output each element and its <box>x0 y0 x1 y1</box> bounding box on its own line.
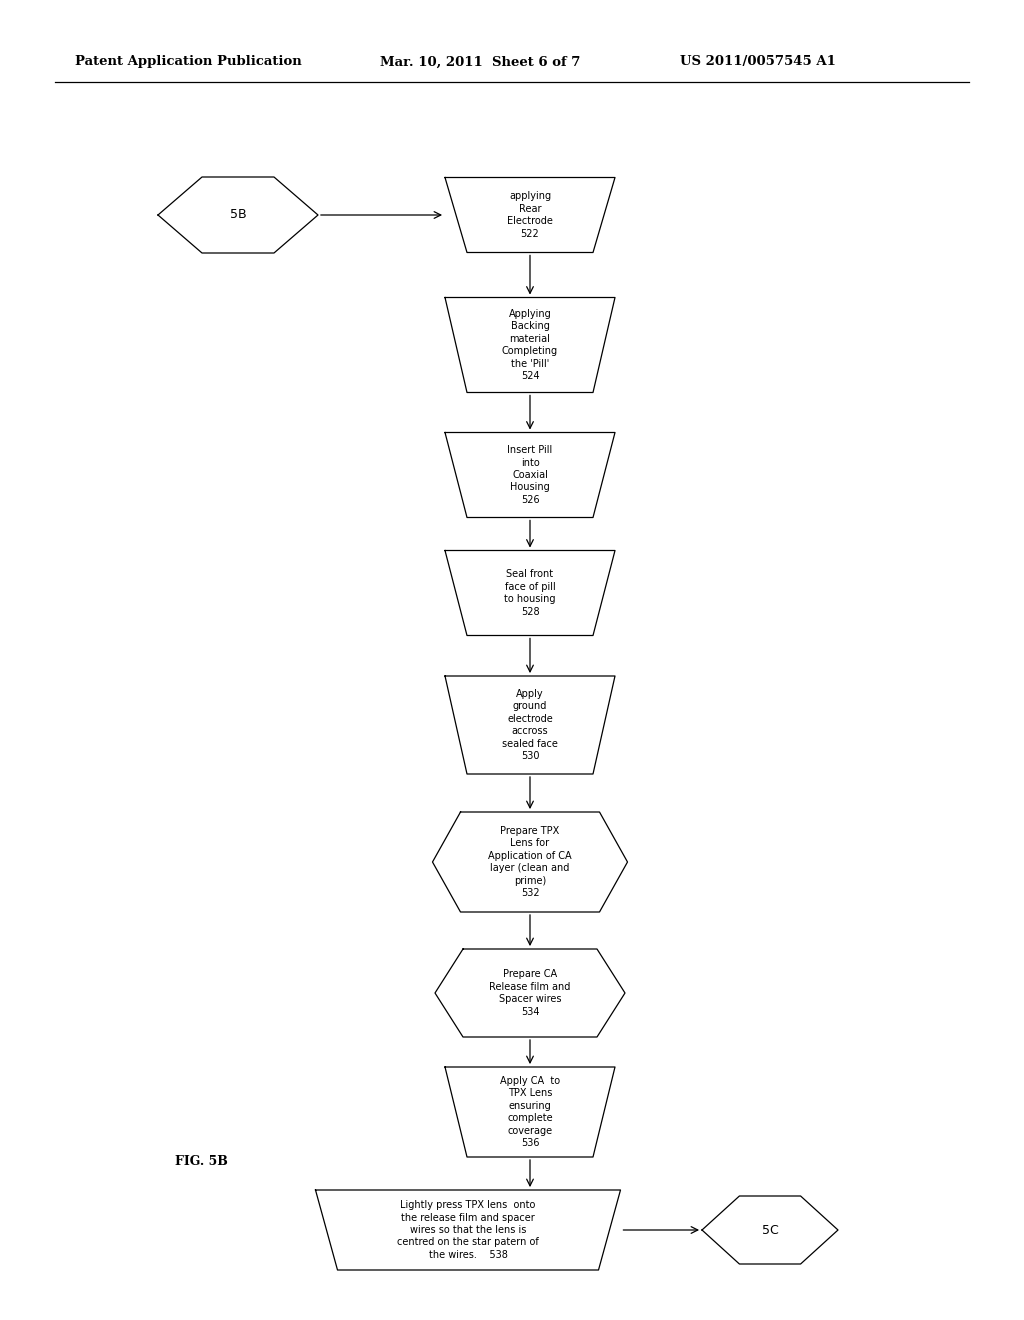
Text: 5B: 5B <box>229 209 247 222</box>
Text: Mar. 10, 2011  Sheet 6 of 7: Mar. 10, 2011 Sheet 6 of 7 <box>380 55 581 69</box>
Text: Lightly press TPX lens  onto
the release film and spacer
wires so that the lens : Lightly press TPX lens onto the release … <box>397 1200 539 1259</box>
Text: US 2011/0057545 A1: US 2011/0057545 A1 <box>680 55 836 69</box>
Text: Apply CA  to
TPX Lens
ensuring
complete
coverage
536: Apply CA to TPX Lens ensuring complete c… <box>500 1076 560 1148</box>
Text: FIG. 5B: FIG. 5B <box>175 1155 228 1168</box>
Text: Apply
ground
electrode
accross
sealed face
530: Apply ground electrode accross sealed fa… <box>502 689 558 762</box>
Text: Prepare CA
Release film and
Spacer wires
534: Prepare CA Release film and Spacer wires… <box>489 969 570 1016</box>
Text: Insert Pill
into
Coaxial
Housing
526: Insert Pill into Coaxial Housing 526 <box>507 445 553 504</box>
Text: Prepare TPX
Lens for
Application of CA
layer (clean and
prime)
532: Prepare TPX Lens for Application of CA l… <box>488 826 571 898</box>
Text: Patent Application Publication: Patent Application Publication <box>75 55 302 69</box>
Text: 5C: 5C <box>762 1224 778 1237</box>
Text: Seal front
face of pill
to housing
528: Seal front face of pill to housing 528 <box>504 569 556 616</box>
Text: applying
Rear
Electrode
522: applying Rear Electrode 522 <box>507 191 553 239</box>
Text: Applying
Backing
material
Completing
the 'Pill'
524: Applying Backing material Completing the… <box>502 309 558 381</box>
